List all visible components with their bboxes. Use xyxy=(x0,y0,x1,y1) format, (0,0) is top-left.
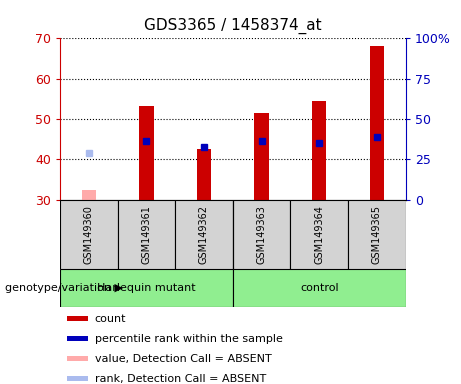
Text: GSM149362: GSM149362 xyxy=(199,205,209,264)
Bar xyxy=(254,113,269,200)
Bar xyxy=(370,46,384,200)
Text: GSM149365: GSM149365 xyxy=(372,205,382,264)
Title: GDS3365 / 1458374_at: GDS3365 / 1458374_at xyxy=(144,18,322,34)
Text: count: count xyxy=(95,314,126,324)
Bar xyxy=(233,269,406,307)
Bar xyxy=(290,200,348,269)
Bar xyxy=(118,200,175,269)
Text: GSM149364: GSM149364 xyxy=(314,205,324,264)
Bar xyxy=(67,376,88,381)
Text: GSM149360: GSM149360 xyxy=(84,205,94,264)
Text: genotype/variation ▶: genotype/variation ▶ xyxy=(5,283,123,293)
Text: percentile rank within the sample: percentile rank within the sample xyxy=(95,334,283,344)
Bar xyxy=(67,336,88,341)
Bar xyxy=(82,190,96,200)
Bar xyxy=(312,101,326,200)
Bar xyxy=(348,200,406,269)
Text: control: control xyxy=(300,283,338,293)
Bar xyxy=(67,356,88,361)
Bar xyxy=(60,269,233,307)
Text: value, Detection Call = ABSENT: value, Detection Call = ABSENT xyxy=(95,354,271,364)
Text: Harlequin mutant: Harlequin mutant xyxy=(97,283,195,293)
Bar xyxy=(139,106,154,200)
Text: GSM149363: GSM149363 xyxy=(257,205,266,264)
Bar xyxy=(60,200,118,269)
Text: GSM149361: GSM149361 xyxy=(142,205,151,264)
Text: rank, Detection Call = ABSENT: rank, Detection Call = ABSENT xyxy=(95,374,266,384)
Bar xyxy=(175,200,233,269)
Bar xyxy=(233,200,290,269)
Bar xyxy=(197,149,211,200)
Bar xyxy=(67,316,88,321)
